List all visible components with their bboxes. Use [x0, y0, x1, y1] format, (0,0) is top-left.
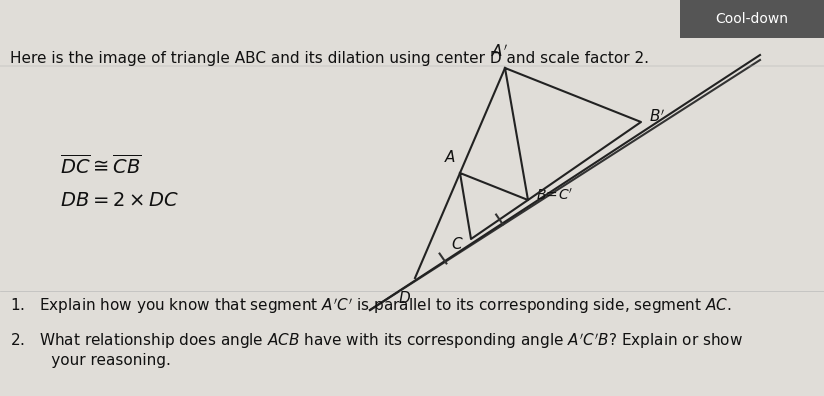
Text: 2.   What relationship does angle $ACB$ have with its corresponding angle $A'C'B: 2. What relationship does angle $ACB$ ha…	[10, 331, 743, 350]
Text: $B\!=\!C'$: $B\!=\!C'$	[536, 187, 574, 203]
FancyBboxPatch shape	[680, 0, 824, 38]
Text: 1.   Explain how you know that segment $A'C'$ is parallel to its corresponding s: 1. Explain how you know that segment $A'…	[10, 296, 732, 316]
Text: $C$: $C$	[451, 236, 463, 252]
Text: $B'$: $B'$	[649, 109, 666, 125]
Text: Here is the image of triangle ABC and its dilation using center D and scale fact: Here is the image of triangle ABC and it…	[10, 51, 649, 66]
Text: $D$: $D$	[399, 290, 411, 306]
Text: $A$: $A$	[444, 149, 456, 165]
Text: Cool-down: Cool-down	[715, 12, 789, 26]
Text: $DB = 2 \times DC$: $DB = 2 \times DC$	[60, 192, 180, 211]
Text: $\overline{DC} \cong \overline{CB}$: $\overline{DC} \cong \overline{CB}$	[60, 154, 142, 178]
Text: your reasoning.: your reasoning.	[22, 353, 171, 368]
Text: $A'$: $A'$	[491, 44, 508, 60]
